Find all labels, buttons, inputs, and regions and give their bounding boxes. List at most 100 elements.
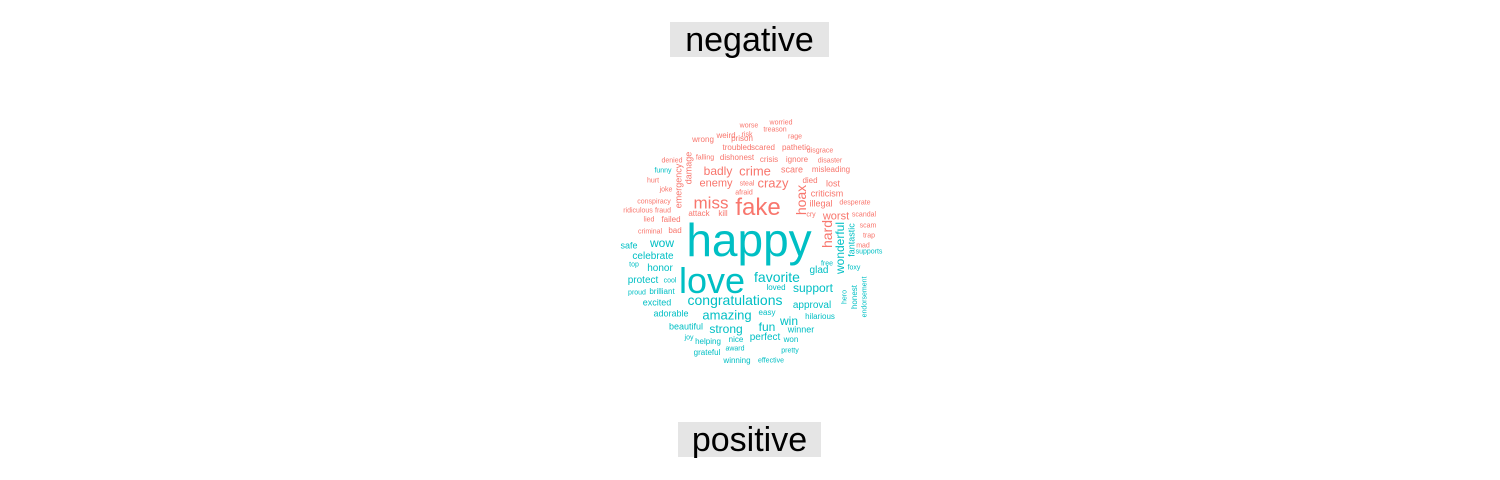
word-excited: excited <box>642 297 672 308</box>
word-scam: scam <box>859 222 877 230</box>
word-lied: lied <box>643 216 655 224</box>
word-scared: scared <box>750 143 776 152</box>
word-lost: lost <box>825 178 841 189</box>
word-prison: prison <box>731 134 753 143</box>
word-ridiculous: ridiculous <box>623 207 653 215</box>
negative-group-label: negative <box>670 22 829 57</box>
word-emergency: emergency <box>673 163 684 209</box>
word-effective: effective <box>758 357 784 365</box>
word-afraid: afraid <box>735 189 753 197</box>
word-winning: winning <box>723 356 751 365</box>
word-worse: worse <box>739 122 759 130</box>
word-brilliant: brilliant <box>649 287 675 296</box>
word-approval: approval <box>792 300 832 311</box>
word-honor: honor <box>647 263 673 274</box>
word-desperate: desperate <box>839 199 871 207</box>
word-cry: cry <box>806 211 816 219</box>
word-damage: damage <box>683 151 694 185</box>
word-endorsement: endorsement <box>861 276 869 318</box>
word-criminal: criminal <box>637 228 663 236</box>
word-free: free <box>820 260 834 268</box>
word-disaster: disaster <box>817 157 843 165</box>
word-crime: crime <box>739 163 771 179</box>
word-supports: supports <box>855 248 883 256</box>
word-crisis: crisis <box>759 155 779 164</box>
word-rage: rage <box>787 133 803 141</box>
word-perfect: perfect <box>749 332 781 343</box>
word-loved: loved <box>766 283 786 292</box>
word-denied: denied <box>661 157 683 165</box>
word-scandal: scandal <box>851 211 877 219</box>
word-pathetic: pathetic <box>781 143 811 152</box>
word-conspiracy: conspiracy <box>637 198 671 206</box>
word-falling: falling <box>695 154 715 162</box>
word-died: died <box>802 176 818 185</box>
word-troubled: troubled <box>722 143 752 152</box>
word-illegal: illegal <box>809 198 833 209</box>
word-strong: strong <box>709 322 743 336</box>
word-love: love <box>678 260 746 301</box>
word-wonderful: wonderful <box>833 221 847 275</box>
word-top: top <box>629 261 639 269</box>
word-misleading: misleading <box>811 165 851 174</box>
word-crazy: crazy <box>757 175 789 191</box>
word-hilarious: hilarious <box>805 312 835 321</box>
word-happy: happy <box>686 214 812 266</box>
word-award: award <box>725 345 745 353</box>
word-joy: joy <box>684 334 694 342</box>
word-dishonest: dishonest <box>719 153 755 162</box>
word-adorable: adorable <box>653 308 689 319</box>
word-disgrace: disgrace <box>806 147 834 155</box>
word-wow: wow <box>649 236 675 250</box>
word-criticism: criticism <box>810 188 844 199</box>
word-attack: attack <box>688 209 710 218</box>
word-winner: winner <box>787 324 815 335</box>
word-funny: funny <box>654 167 672 175</box>
word-amazing: amazing <box>702 307 752 323</box>
word-wrong: wrong <box>692 135 714 144</box>
word-mad: mad <box>856 242 870 250</box>
positive-group-label: positive <box>678 422 821 457</box>
word-win: win <box>779 314 799 328</box>
word-steal: steal <box>739 180 755 188</box>
word-fraud: fraud <box>655 207 671 215</box>
word-miss: miss <box>693 193 729 213</box>
word-won: won <box>783 335 799 344</box>
word-support: support <box>792 281 834 295</box>
word-foxy: foxy <box>847 264 861 272</box>
word-helping: helping <box>695 337 721 346</box>
word-badly: badly <box>703 164 733 178</box>
word-cool: cool <box>663 277 677 285</box>
word-joke: joke <box>659 186 673 194</box>
word-favorite: favorite <box>754 269 800 285</box>
word-celebrate: celebrate <box>632 251 674 262</box>
word-grateful: grateful <box>693 348 721 357</box>
word-congratulations: congratulations <box>687 292 783 308</box>
word-honest: honest <box>850 284 859 310</box>
word-enemy: enemy <box>699 177 733 190</box>
word-treason: treason <box>763 126 787 134</box>
word-protect: protect <box>627 275 659 286</box>
word-risk: risk <box>741 131 753 139</box>
word-beautiful: beautiful <box>668 321 704 332</box>
word-fake: fake <box>735 194 781 221</box>
word-ignore: ignore <box>785 155 809 164</box>
word-hard: hard <box>819 219 835 249</box>
word-glad: glad <box>809 265 829 276</box>
word-trap: trap <box>862 232 876 240</box>
word-kill: kill <box>718 209 728 218</box>
word-easy: easy <box>758 308 776 317</box>
word-worst: worst <box>822 210 850 223</box>
word-bad: bad <box>668 226 682 235</box>
word-safe: safe <box>620 240 638 251</box>
word-weird: weird <box>716 131 736 140</box>
word-hero: hero <box>841 289 849 305</box>
word-fun: fun <box>758 320 776 334</box>
word-proud: proud <box>628 289 646 297</box>
word-failed: failed <box>661 215 681 224</box>
word-pretty: pretty <box>781 347 799 355</box>
word-nice: nice <box>728 335 744 344</box>
word-scare: scare <box>780 164 804 175</box>
